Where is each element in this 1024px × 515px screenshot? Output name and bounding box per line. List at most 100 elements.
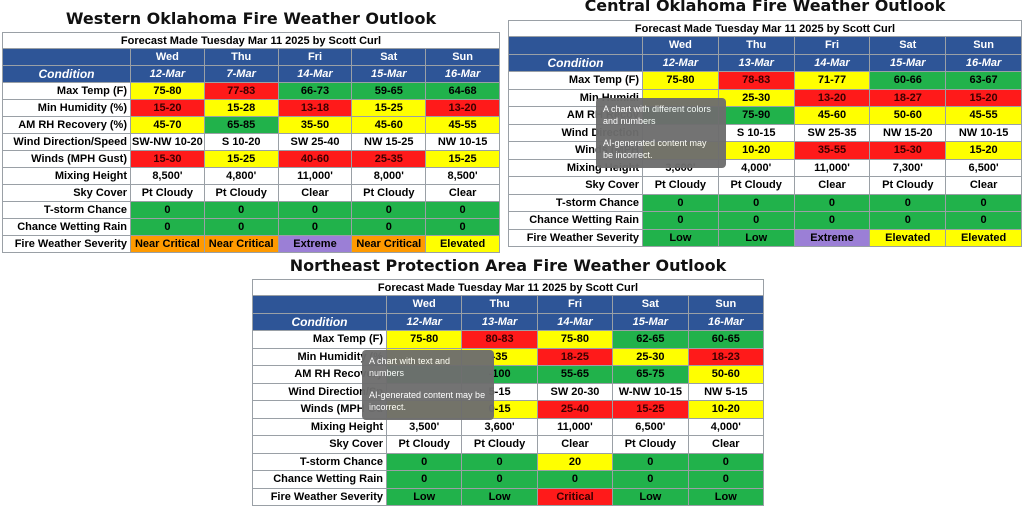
date-header: 13-Mar	[461, 312, 538, 331]
table-row: Chance Wetting Rain 0 0 0 0 0	[2, 218, 500, 236]
value-cell: 80-83	[461, 330, 538, 349]
value-cell: 15-25	[425, 150, 500, 168]
panel-title: Northeast Protection Area Fire Weather O…	[289, 256, 727, 275]
day-header: Wed	[642, 36, 719, 55]
value-cell: Clear	[536, 435, 614, 454]
tooltip-disclaimer: AI-generated content may be incorrect.	[369, 390, 486, 412]
day-header: Sun	[945, 36, 1022, 55]
value-cell: Clear	[945, 176, 1022, 195]
row-label: Winds (MPH Gust)	[2, 150, 131, 168]
table-row: Sky Cover Pt Cloudy Pt Cloudy Clear Pt Cloud…	[508, 176, 1022, 195]
tooltip-disclaimer: AI-generated content may be incorrect.	[603, 138, 707, 160]
value-cell: 50-60	[869, 106, 947, 125]
value-cell: 0	[612, 452, 689, 471]
value-cell: 18-27	[869, 88, 947, 107]
date-header-row: Condition 12-Mar 13-Mar 14-Mar 15-Mar 16-Mar	[252, 312, 765, 331]
value-cell: SW 20-30	[536, 382, 614, 401]
value-cell: Pt Cloudy	[385, 435, 463, 454]
value-cell: Elevated	[425, 235, 500, 253]
table-row: Chance Wetting Rain 0 0 0 0 0	[252, 470, 765, 489]
day-header: Sun	[687, 295, 765, 314]
value-cell: Elevated	[869, 228, 947, 247]
table-row: Wind Direction/Sp 5-15 SW 20-30 W-NW 10-15 N…	[252, 382, 765, 401]
value-cell: 15-30	[130, 150, 205, 168]
date-header: 15-Mar	[612, 312, 689, 331]
forecast-line: Forecast Made Tuesday Mar 11 2025 by Sco…	[2, 32, 500, 49]
day-header: Sun	[425, 48, 500, 66]
value-cell: NW 10-15	[425, 133, 500, 151]
value-cell: 13-20	[425, 99, 500, 117]
value-cell: 0	[642, 211, 719, 230]
day-header: Wed	[130, 48, 205, 66]
value-cell: 8,000'	[351, 167, 427, 185]
value-cell: 0	[351, 218, 427, 236]
date-header-row: Condition 12-Mar 13-Mar 14-Mar 15-Mar 16-Mar	[508, 53, 1022, 72]
central-panel: Central Oklahoma Fire Weather Outlook Fo…	[508, 0, 1022, 252]
panel-title: Western Oklahoma Fire Weather Outlook	[65, 9, 437, 28]
value-cell: S 10-15	[717, 123, 795, 142]
value-cell: Low	[687, 487, 765, 506]
value-cell: 0	[385, 470, 463, 489]
value-cell: 75-80	[536, 330, 614, 349]
row-label: Mixing Height	[2, 167, 131, 185]
value-cell: Low	[461, 487, 538, 506]
value-cell: 6,500'	[612, 417, 689, 436]
date-header: 13-Mar	[717, 53, 795, 72]
value-cell: 35-50	[277, 116, 353, 134]
value-cell: 45-70	[130, 116, 205, 134]
value-cell: Pt Cloudy	[130, 184, 205, 202]
row-label: Chance Wetting Rain	[508, 211, 643, 230]
value-cell: 40-60	[277, 150, 353, 168]
table-row: T-storm Chance 0 0 0 0 0	[508, 193, 1022, 212]
value-cell: 35-55	[793, 141, 871, 160]
value-cell: 75-80	[642, 71, 719, 90]
value-cell: 63-67	[945, 71, 1022, 90]
day-header-row: Wed Thu Fri Sat Sun	[2, 48, 500, 66]
value-cell: SW 25-35	[793, 123, 871, 142]
row-label: Sky Cover	[2, 184, 131, 202]
value-cell: 25-40	[536, 400, 614, 419]
value-cell: Critical	[536, 487, 614, 506]
value-cell: 0	[687, 452, 765, 471]
table-row: Fire Weather Severity Low Low Extreme Elevat…	[508, 228, 1022, 247]
value-cell: 15-28	[203, 99, 279, 117]
value-cell: SW 25-40	[277, 133, 353, 151]
date-header: 14-Mar	[793, 53, 871, 72]
value-cell: Pt Cloudy	[351, 184, 427, 202]
table-row: Max Temp (F) 75-80 80-83 75-80 62-65 60-65	[252, 330, 765, 349]
row-label: T-storm Chance	[508, 193, 643, 212]
value-cell: 77-83	[203, 82, 279, 100]
value-cell: Pt Cloudy	[461, 435, 538, 454]
value-cell: 18-23	[687, 347, 765, 366]
alt-text-tooltip: A chart with different colors and number…	[596, 98, 726, 168]
value-cell: 0	[869, 193, 947, 212]
value-cell: 6,500'	[945, 158, 1022, 177]
value-cell: 4,800'	[203, 167, 279, 185]
value-cell: 4,000'	[687, 417, 765, 436]
value-cell: NW 5-15	[687, 382, 765, 401]
condition-header: Condition	[252, 312, 387, 331]
day-header: Sat	[869, 36, 947, 55]
date-header: 16-Mar	[945, 53, 1022, 72]
tooltip-description: A chart with different colors and number…	[603, 104, 711, 126]
value-cell: 0	[203, 218, 279, 236]
date-header: 14-Mar	[536, 312, 614, 331]
fire-weather-table: Forecast Made Tuesday Mar 11 2025 by Sco…	[2, 32, 500, 253]
value-cell: 45-55	[425, 116, 500, 134]
table-row: Max Temp (F) 75-80 78-83 71-77 60-66 63-67	[508, 71, 1022, 90]
value-cell: 0	[869, 211, 947, 230]
value-cell: 0	[277, 201, 353, 219]
value-cell: Extreme	[793, 228, 871, 247]
value-cell: 0	[717, 193, 795, 212]
table-row: Mixing Height3,600'4,000'11,000'7,300'6,…	[508, 158, 1022, 177]
table-row: T-storm Chance 0 0 0 0 0	[2, 201, 500, 219]
table-row: Sky Cover Pt Cloudy Pt Cloudy Clear Pt Cloud…	[252, 435, 765, 454]
value-cell: Low	[385, 487, 463, 506]
value-cell: 0	[793, 211, 871, 230]
table-row: Min Humidity (%) 15-20 15-28 13-18 15-25 13-2…	[2, 99, 500, 117]
value-cell: Clear	[425, 184, 500, 202]
table-row: AM RH Recovery (%) 45-70 65-85 35-50 45-60 45…	[2, 116, 500, 134]
value-cell: 11,000'	[536, 417, 614, 436]
